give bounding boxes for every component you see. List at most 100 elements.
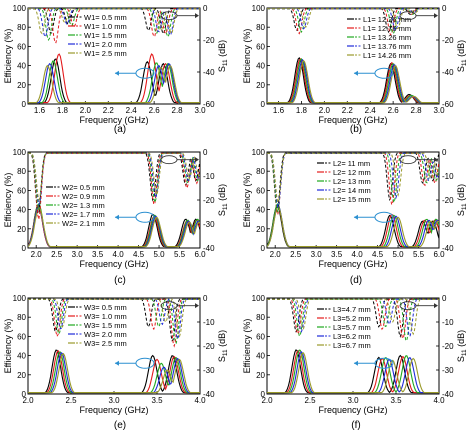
y-tick-label: 100 bbox=[13, 148, 27, 157]
efficiency-curve-2 bbox=[267, 203, 439, 248]
x-tick-label: 2.0 bbox=[31, 250, 43, 259]
legend-label: L2= 12 mm bbox=[333, 168, 371, 177]
x-tick-label: 2.0 bbox=[261, 396, 273, 405]
y2-tick-label: -60 bbox=[442, 100, 454, 109]
x-tick-label: 3.0 bbox=[108, 396, 120, 405]
plot-frame bbox=[27, 7, 201, 105]
efficiency-curve-5 bbox=[28, 64, 200, 104]
x-tick-label: 5.5 bbox=[174, 250, 186, 259]
s11-curve-5 bbox=[28, 298, 200, 338]
y-tick-label: 0 bbox=[22, 390, 27, 399]
x-axis-title: Frequency (GHz) bbox=[318, 259, 387, 269]
curves bbox=[267, 298, 439, 394]
y-axis-title: Efficiency (%) bbox=[3, 29, 13, 84]
y2-axis-title: S11 (dB) bbox=[456, 330, 468, 362]
y-tick-label: 60 bbox=[17, 42, 26, 51]
y-tick-label: 20 bbox=[17, 371, 26, 380]
x-tick-label: 4.0 bbox=[433, 396, 445, 405]
legend-label: L1= 12.26 mm bbox=[363, 15, 411, 24]
panel-caption: (d) bbox=[350, 275, 362, 286]
y2-tick-label: -40 bbox=[203, 390, 215, 399]
y2-tick-label: -40 bbox=[442, 68, 454, 77]
efficiency-axis-annotation bbox=[353, 357, 394, 369]
panel-caption: (f) bbox=[351, 420, 360, 431]
legend-label: L3=5.2 mm bbox=[333, 314, 371, 323]
x-tick-label: 2.0 bbox=[22, 396, 34, 405]
x-tick-label: 4.0 bbox=[194, 396, 206, 405]
curves bbox=[28, 298, 200, 394]
y2-axis-title: S11 (dB) bbox=[217, 330, 229, 362]
s11-curve-2 bbox=[28, 298, 200, 348]
arrowhead bbox=[195, 157, 199, 163]
annotation-ellipse bbox=[135, 357, 155, 369]
chart-panel-a: 1.6 1.8 2.0 2.2 2.4 2.6 2.8 3.0 0 20 40 60 80 100 0 -20… bbox=[3, 4, 229, 135]
panel-caption: (a) bbox=[114, 124, 126, 135]
efficiency-curve-2 bbox=[28, 205, 200, 248]
x-tick-label: 1.6 bbox=[34, 106, 46, 115]
y2-tick-label: 0 bbox=[442, 4, 447, 13]
curves bbox=[28, 8, 200, 104]
efficiency-curve-5 bbox=[267, 352, 439, 394]
x-tick-label: 1.6 bbox=[273, 106, 285, 115]
y-tick-label: 0 bbox=[22, 100, 27, 109]
annotation-ellipse bbox=[399, 155, 417, 165]
y2-tick-label: -30 bbox=[442, 366, 454, 375]
arrowhead bbox=[195, 13, 199, 19]
y2-axis-title: S11 (dB) bbox=[456, 184, 468, 216]
legend-label: L1= 12.76 mm bbox=[363, 24, 411, 33]
legend-label: L3=4.7 mm bbox=[333, 305, 371, 314]
y2-tick-label: -40 bbox=[442, 390, 454, 399]
legend-label: W2= 1.7 mm bbox=[62, 210, 105, 219]
y-tick-label: 0 bbox=[261, 244, 266, 253]
x-axis-title: Frequency (GHz) bbox=[318, 115, 387, 125]
y-tick-label: 80 bbox=[17, 23, 26, 32]
y2-tick-label: -40 bbox=[442, 244, 454, 253]
y-tick-label: 0 bbox=[261, 100, 266, 109]
y2-tick-label: 0 bbox=[203, 4, 208, 13]
arrowhead bbox=[353, 360, 358, 366]
legend-label: W3= 1.5 mm bbox=[84, 321, 127, 330]
chart-panel-e: 2.0 2.5 3.0 3.5 4.0 0 20 40 60 80 100 0 -10 -20 -30 -40… bbox=[3, 294, 229, 431]
y2-tick-label: -20 bbox=[442, 342, 454, 351]
y-tick-label: 80 bbox=[17, 167, 26, 176]
x-tick-label: 2.0 bbox=[319, 106, 331, 115]
y-tick-label: 20 bbox=[256, 225, 265, 234]
y2-tick-label: -20 bbox=[203, 196, 215, 205]
y-tick-label: 0 bbox=[22, 244, 27, 253]
x-tick-label: 4.0 bbox=[113, 250, 125, 259]
y2-tick-label: -10 bbox=[442, 172, 454, 181]
x-tick-label: 2.5 bbox=[304, 396, 316, 405]
s11-axis-annotation bbox=[160, 301, 199, 311]
curves bbox=[28, 152, 200, 248]
curves bbox=[267, 152, 439, 248]
y2-tick-label: 0 bbox=[442, 294, 447, 303]
y2-tick-label: 0 bbox=[203, 294, 208, 303]
y-tick-label: 100 bbox=[13, 4, 27, 13]
arrowhead bbox=[434, 13, 438, 19]
legend-label: W1= 1.5 mm bbox=[84, 31, 127, 40]
efficiency-axis-annotation bbox=[353, 67, 394, 79]
s11-curve-4 bbox=[28, 152, 200, 206]
annotation-ellipse bbox=[160, 155, 178, 165]
panel-caption: (b) bbox=[350, 124, 362, 135]
legend-label: W2= 0.5 mm bbox=[62, 183, 105, 192]
y-tick-label: 100 bbox=[252, 4, 266, 13]
x-tick-label: 1.8 bbox=[296, 106, 308, 115]
y-tick-label: 40 bbox=[256, 206, 265, 215]
legend-label: L3=6.7 mm bbox=[333, 341, 371, 350]
y-tick-label: 80 bbox=[17, 313, 26, 322]
arrowhead bbox=[114, 360, 119, 366]
efficiency-curve-4 bbox=[28, 205, 200, 248]
x-tick-label: 3.5 bbox=[331, 250, 343, 259]
y2-tick-label: -30 bbox=[442, 220, 454, 229]
y-tick-label: 40 bbox=[17, 352, 26, 361]
y2-tick-label: 0 bbox=[203, 148, 208, 157]
s11-curve-1 bbox=[267, 298, 439, 338]
s11-curve-3 bbox=[28, 152, 200, 210]
legend-label: W3= 0.5 mm bbox=[84, 303, 127, 312]
chart-panel-f: 2.0 2.5 3.0 3.5 4.0 0 20 40 60 80 100 0 -10 -20 -30 -40… bbox=[242, 294, 468, 431]
